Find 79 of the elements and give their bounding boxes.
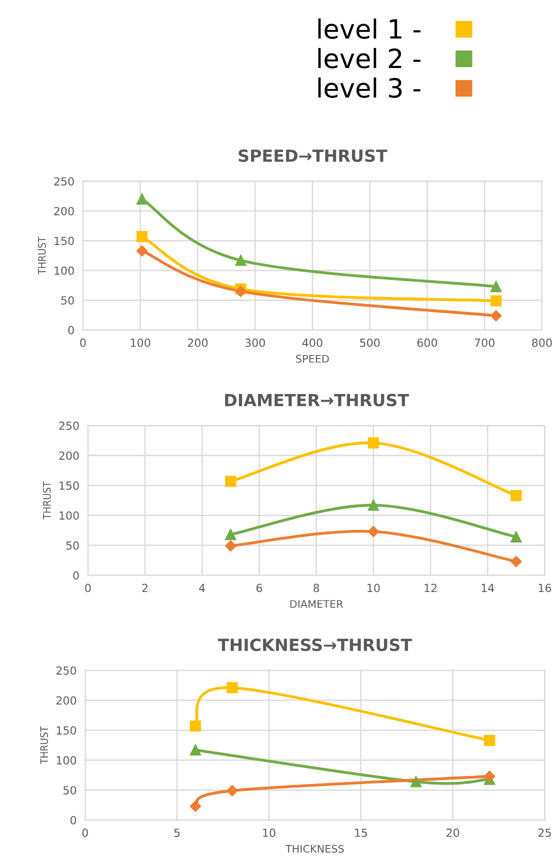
legend-label: level 3 - bbox=[318, 77, 420, 98]
x-tick-label: 16 bbox=[538, 584, 552, 592]
x-tick-label: 800 bbox=[532, 338, 552, 347]
y-tick-label: 200 bbox=[59, 451, 79, 460]
chart-title: THICKNESS→THRUST bbox=[218, 638, 412, 652]
x-tick-label: 5 bbox=[174, 828, 180, 837]
x-tick-label: 2 bbox=[142, 584, 148, 592]
point bbox=[190, 800, 202, 812]
legend-label: level 1 - bbox=[318, 18, 420, 39]
y-tick-label: 150 bbox=[60, 481, 79, 490]
point bbox=[490, 295, 502, 306]
y-tick-label: 250 bbox=[54, 177, 74, 186]
point bbox=[136, 194, 148, 205]
point bbox=[225, 540, 236, 552]
point bbox=[235, 254, 246, 266]
x-tick-label: 400 bbox=[302, 338, 322, 347]
x-tick-label: 10 bbox=[368, 584, 380, 592]
point bbox=[510, 490, 522, 502]
x-tick-label: 700 bbox=[474, 338, 494, 347]
point bbox=[410, 776, 422, 788]
y-tick-label: 100 bbox=[56, 756, 76, 765]
y-axis-title: THRUST bbox=[38, 236, 46, 275]
x-tick-label: 100 bbox=[130, 338, 150, 347]
point bbox=[225, 476, 236, 487]
chart-title: SPEED→THRUST bbox=[238, 149, 388, 162]
x-tick-label: 12 bbox=[424, 584, 436, 592]
y-tick-label: 100 bbox=[54, 266, 74, 275]
x-tick-label: 500 bbox=[360, 338, 380, 347]
x-tick-label: 0 bbox=[82, 828, 88, 837]
point bbox=[510, 531, 522, 542]
point bbox=[510, 556, 522, 568]
x-tick-label: 0 bbox=[85, 584, 91, 592]
point bbox=[490, 281, 502, 292]
y-tick-label: 100 bbox=[60, 511, 79, 520]
y-tick-label: 250 bbox=[56, 666, 76, 675]
y-tick-label: 50 bbox=[66, 541, 79, 550]
point bbox=[190, 744, 202, 756]
x-tick-label: 14 bbox=[482, 584, 494, 592]
point bbox=[490, 310, 502, 322]
point bbox=[235, 286, 246, 297]
point bbox=[190, 720, 202, 732]
point bbox=[136, 245, 148, 256]
x-tick-label: 0 bbox=[80, 338, 86, 347]
point bbox=[226, 785, 238, 796]
x-tick-label: 20 bbox=[446, 828, 460, 837]
x-tick-label: 300 bbox=[245, 338, 265, 347]
x-tick-label: 6 bbox=[256, 584, 262, 592]
x-tick-label: 25 bbox=[538, 828, 551, 837]
y-tick-label: 0 bbox=[70, 816, 76, 824]
y-tick-label: 50 bbox=[64, 786, 76, 794]
y-tick-label: 0 bbox=[73, 571, 79, 580]
chart-title: DIAMETER→THRUST bbox=[225, 394, 409, 406]
y-tick-label: 50 bbox=[61, 296, 74, 305]
x-tick-label: 10 bbox=[263, 828, 276, 837]
point bbox=[368, 500, 379, 511]
y-tick-label: 200 bbox=[54, 206, 74, 216]
x-tick-label: 8 bbox=[314, 584, 320, 592]
x-tick-label: 200 bbox=[188, 338, 208, 347]
y-tick-label: 150 bbox=[54, 236, 74, 246]
legend-label: level 2 - bbox=[318, 48, 420, 68]
x-axis-title: DIAMETER bbox=[290, 600, 343, 608]
x-tick-label: 4 bbox=[199, 584, 206, 592]
x-axis-title: SPEED bbox=[296, 354, 329, 363]
y-axis-title: THRUST bbox=[40, 726, 48, 764]
point bbox=[484, 734, 496, 746]
x-tick-label: 15 bbox=[355, 828, 367, 837]
point bbox=[368, 526, 380, 538]
x-axis-title: THICKNESS bbox=[285, 844, 344, 853]
y-tick-label: 0 bbox=[68, 326, 74, 334]
x-tick-label: 600 bbox=[417, 338, 438, 347]
y-tick-label: 150 bbox=[56, 726, 76, 735]
point bbox=[226, 682, 238, 694]
point bbox=[484, 770, 496, 782]
y-tick-label: 200 bbox=[56, 696, 76, 705]
y-tick-label: 250 bbox=[59, 422, 79, 430]
y-axis-title: THRUST bbox=[42, 481, 51, 520]
point bbox=[368, 437, 379, 448]
point bbox=[136, 231, 148, 242]
point bbox=[225, 528, 236, 540]
